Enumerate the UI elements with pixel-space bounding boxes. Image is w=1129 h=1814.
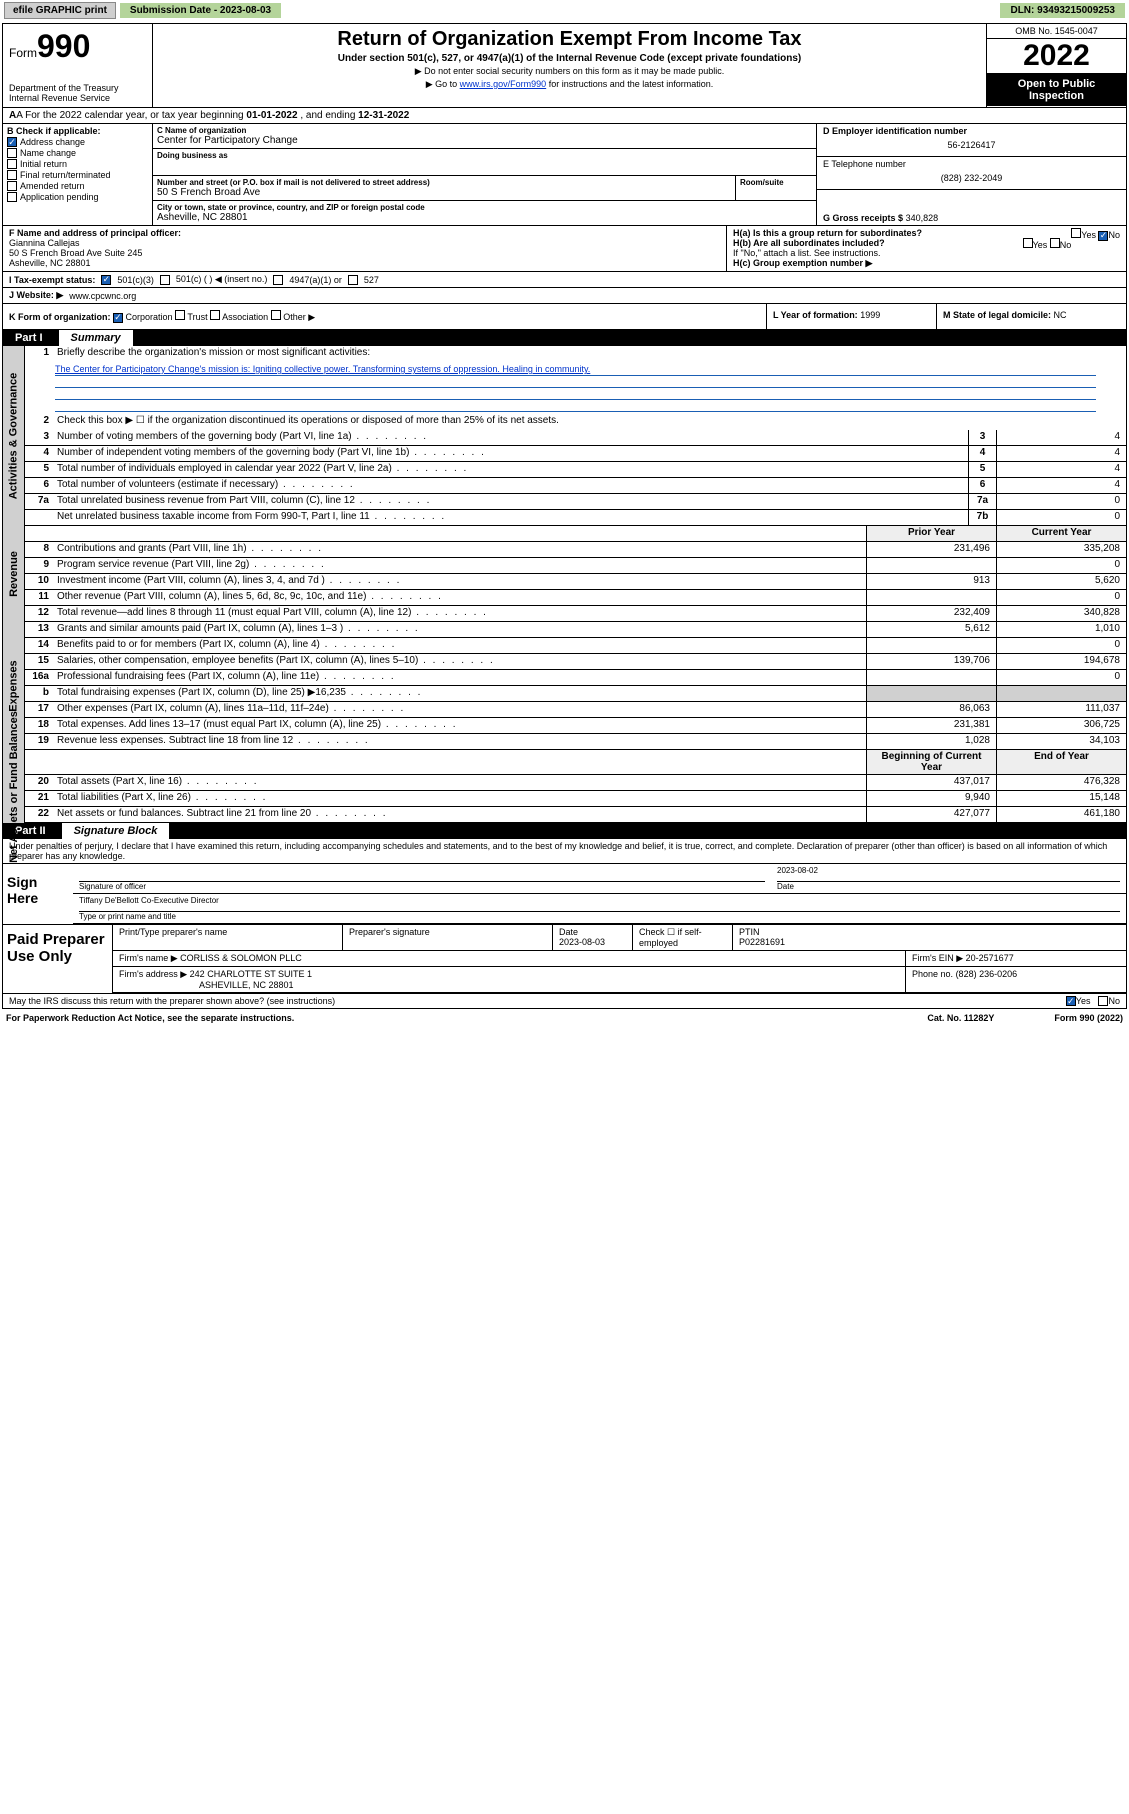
form-title: Return of Organization Exempt From Incom…: [159, 28, 980, 51]
section-de: D Employer identification number56-21264…: [816, 124, 1126, 225]
section-k-form-org: K Form of organization: ✓ Corporation Tr…: [3, 304, 766, 329]
activities-governance-section: Activities & Governance 1Briefly describ…: [3, 346, 1126, 526]
discuss-preparer-row: May the IRS discuss this return with the…: [3, 993, 1126, 1008]
city-state-zip: Asheville, NC 28801: [157, 212, 812, 223]
instructions-link-line: ▶ Go to www.irs.gov/Form990 for instruct…: [159, 79, 980, 90]
tax-year: 2022: [987, 39, 1126, 74]
checkbox-amended[interactable]: [7, 181, 17, 191]
cb-other[interactable]: [271, 310, 281, 320]
cb-527[interactable]: [348, 275, 358, 285]
hb-no[interactable]: [1050, 238, 1060, 248]
cb-association[interactable]: [210, 310, 220, 320]
section-b-checkboxes: B Check if applicable: ✓Address change N…: [3, 124, 153, 225]
checkbox-address-change[interactable]: ✓: [7, 137, 17, 147]
street-address: 50 S French Broad Ave: [157, 187, 731, 198]
irs-link[interactable]: www.irs.gov/Form990: [460, 79, 547, 89]
section-m-state: M State of legal domicile: NC: [936, 304, 1126, 329]
discuss-yes[interactable]: ✓: [1066, 996, 1076, 1006]
efile-print-button[interactable]: efile GRAPHIC print: [4, 2, 116, 19]
signature-block: Under penalties of perjury, I declare th…: [3, 839, 1126, 1008]
cb-501c3[interactable]: ✓: [101, 275, 111, 285]
part2-header: Part IISignature Block: [3, 823, 1126, 839]
sig-date: 2023-08-02: [777, 866, 1120, 882]
cb-trust[interactable]: [175, 310, 185, 320]
firm-phone: (828) 236-0206: [956, 969, 1018, 979]
page-footer: For Paperwork Reduction Act Notice, see …: [0, 1011, 1129, 1025]
firm-name: CORLISS & SOLOMON PLLC: [180, 953, 302, 963]
section-l-year: L Year of formation: 1999: [766, 304, 936, 329]
section-j-website: J Website: ▶ www.cpcwnc.org: [3, 288, 1126, 304]
dept-treasury: Department of the Treasury Internal Reve…: [9, 83, 146, 103]
section-c-org-info: C Name of organizationCenter for Partici…: [153, 124, 816, 225]
mission-text: The Center for Participatory Change's mi…: [55, 364, 1096, 376]
expenses-section: Expenses 13Grants and similar amounts pa…: [3, 622, 1126, 750]
firm-ein: 20-2571677: [966, 953, 1014, 963]
open-to-public: Open to Public Inspection: [987, 74, 1126, 106]
firm-address: 242 CHARLOTTE ST SUITE 1: [190, 969, 312, 979]
submission-date-field: Submission Date - 2023-08-03: [120, 3, 281, 18]
gross-receipts: 340,828: [906, 213, 939, 223]
checkbox-name-change[interactable]: [7, 148, 17, 158]
ha-no[interactable]: ✓: [1098, 231, 1108, 241]
omb-number: OMB No. 1545-0047: [987, 24, 1126, 39]
checkbox-final-return[interactable]: [7, 170, 17, 180]
part1-header: Part ISummary: [3, 330, 1126, 346]
section-f-officer: F Name and address of principal officer:…: [3, 226, 726, 271]
discuss-no[interactable]: [1098, 996, 1108, 1006]
officer-name-title: Tiffany De'Bellott Co-Executive Director: [79, 896, 1120, 912]
topbar: efile GRAPHIC print Submission Date - 20…: [0, 0, 1129, 21]
paid-preparer-block: Paid Preparer Use Only Print/Type prepar…: [3, 924, 1126, 993]
org-name: Center for Participatory Change: [157, 135, 812, 146]
form-header: Form990 Department of the Treasury Inter…: [3, 24, 1126, 108]
net-assets-section: Net Assets or Fund Balances Beginning of…: [3, 750, 1126, 823]
ha-yes[interactable]: [1071, 228, 1081, 238]
form-number: Form990: [9, 28, 146, 65]
ptin: P02281691: [739, 937, 785, 947]
revenue-section: Revenue Prior YearCurrent Year 8Contribu…: [3, 526, 1126, 622]
form-subtitle: Under section 501(c), 527, or 4947(a)(1)…: [159, 53, 980, 64]
cb-4947[interactable]: [273, 275, 283, 285]
preparer-date: 2023-08-03: [559, 937, 605, 947]
section-i-tax-status: I Tax-exempt status: ✓501(c)(3) 501(c) (…: [3, 272, 1126, 288]
ssn-warning: ▶ Do not enter social security numbers o…: [159, 66, 980, 77]
line-a-tax-year: AA For the 2022 calendar year, or tax ye…: [3, 108, 1126, 124]
section-h-group: H(a) Is this a group return for subordin…: [726, 226, 1126, 271]
ein: 56-2126417: [823, 136, 1120, 154]
hb-yes[interactable]: [1023, 238, 1033, 248]
dln-field: DLN: 93493215009253: [1000, 3, 1125, 18]
checkbox-application-pending[interactable]: [7, 192, 17, 202]
cb-corporation[interactable]: ✓: [113, 313, 123, 323]
website-url: www.cpcwnc.org: [69, 291, 136, 301]
cb-501c-other[interactable]: [160, 275, 170, 285]
form-990-container: Form990 Department of the Treasury Inter…: [2, 23, 1127, 1009]
checkbox-initial-return[interactable]: [7, 159, 17, 169]
phone: (828) 232-2049: [823, 169, 1120, 187]
